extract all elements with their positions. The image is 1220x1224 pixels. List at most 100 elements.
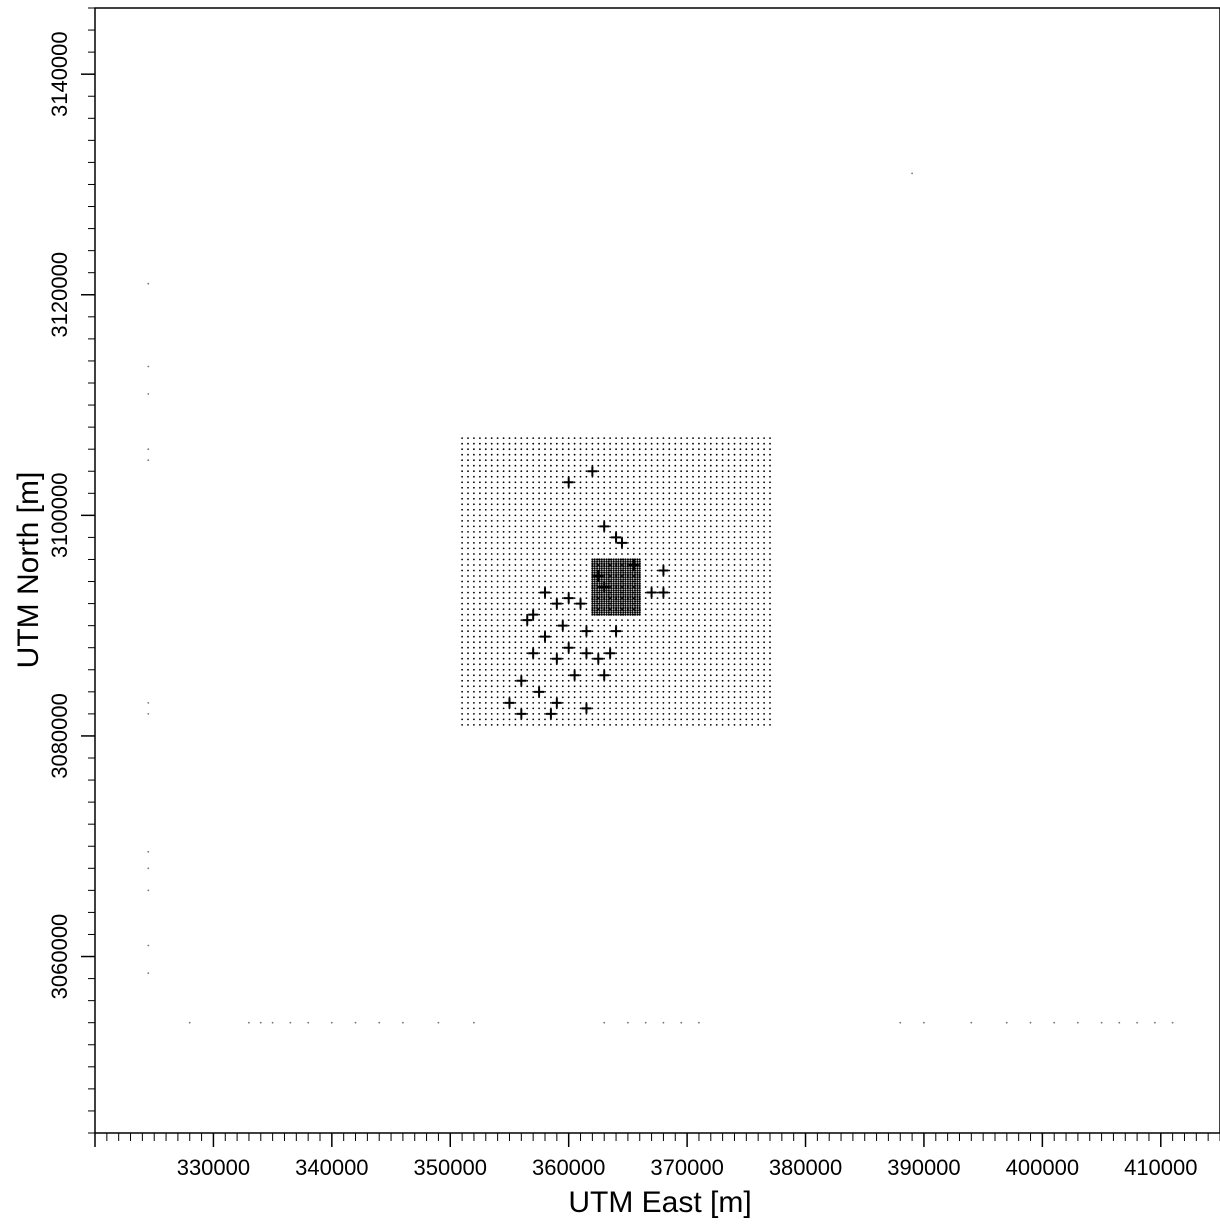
grid-point [662,580,665,583]
grid-point [715,635,718,638]
grid-point [461,641,463,644]
grid-point [520,508,523,511]
grid-point [769,459,771,462]
grid-point [627,718,629,721]
y-tick-label: 3100000 [47,473,72,559]
grid-point [757,558,760,561]
grid-point [626,589,630,592]
grid-point [597,453,600,456]
grid-point [626,600,630,603]
grid-point [624,609,627,612]
grid-point [692,558,694,561]
grid-point [591,696,594,699]
grid-point [600,613,603,616]
grid-point [674,547,677,550]
grid-point [733,553,736,555]
grid-point [538,679,540,682]
grid-point [561,580,564,583]
grid-point [585,575,588,577]
grid-point [585,448,588,451]
grid-point [520,586,523,588]
grid-point [650,464,653,467]
grid-point [508,718,511,721]
grid-point [532,470,535,473]
grid-point [709,492,712,495]
grid-point [615,702,617,704]
grid-point [538,553,540,555]
grid-point [686,448,688,451]
grid-point [612,571,615,574]
grid-point [526,713,529,715]
grid-point [467,553,469,555]
grid-point [686,635,688,638]
grid-point [626,567,630,570]
grid-point [610,571,613,574]
faint-point [307,1021,310,1024]
grid-point [662,503,665,506]
grid-point [624,565,627,568]
grid-point [520,707,523,710]
grid-point [591,591,594,594]
grid-point [769,553,771,555]
grid-point [644,453,647,456]
grid-point [739,475,742,478]
grid-point [715,619,718,621]
grid-point [757,707,760,710]
grid-point [514,613,517,616]
grid-point [745,536,748,539]
grid-point [591,562,594,566]
grid-point [544,685,546,688]
grid-point [612,578,615,581]
grid-point [680,668,683,671]
grid-point [615,569,618,572]
grid-point [526,481,529,484]
grid-point [573,536,576,539]
grid-point [544,679,546,682]
grid-point [609,707,611,710]
grid-point [727,437,730,439]
grid-point [508,713,511,715]
grid-point [502,707,505,710]
grid-point [745,569,748,572]
grid-point [609,696,611,699]
grid-point [727,475,730,478]
grid-point [680,591,683,594]
grid-point [715,679,718,682]
grid-point [561,525,564,528]
grid-point [636,569,639,572]
grid-point [680,453,683,456]
grid-point [686,652,688,655]
grid-point [698,531,700,533]
grid-point [727,630,730,633]
grid-point [733,453,736,456]
grid-point [591,448,594,451]
grid-point [591,576,594,579]
grid-point [638,525,641,528]
grid-point [484,702,487,704]
grid-point [757,470,760,473]
grid-point [739,679,742,682]
grid-point [727,657,730,660]
grid-point [704,646,706,649]
grid-point [473,679,475,682]
grid-point [579,536,582,539]
grid-point [561,542,564,544]
grid-point [704,481,706,484]
grid-point [745,492,748,495]
grid-point [508,492,511,495]
grid-point [656,569,659,572]
grid-point [550,690,552,693]
grid-point [579,685,582,688]
grid-point [544,553,546,555]
grid-point [668,503,671,506]
grid-point [561,619,564,621]
grid-point [467,707,469,710]
plus-marker [551,598,562,609]
grid-point [686,602,688,605]
grid-point [544,470,546,473]
grid-point [508,685,511,688]
grid-point [692,547,694,550]
grid-point [526,442,529,445]
grid-point [751,630,754,633]
grid-point [757,646,760,649]
